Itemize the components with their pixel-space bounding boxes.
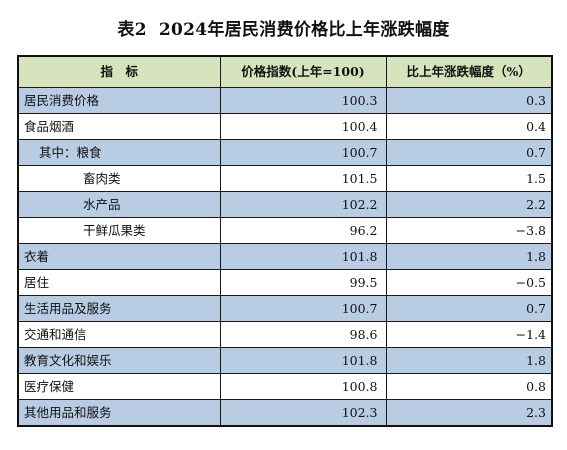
table-header-row: 指 标 价格指数(上年=100) 比上年涨跌幅度（%） (17, 55, 553, 88)
table-row: 医疗保健 100.8 0.8 (17, 373, 553, 400)
row-price-index: 96.2 (219, 217, 387, 244)
table-row: 交通和通信 98.6 −1.4 (17, 321, 553, 348)
row-indicator-name: 其他用品和服务 (17, 399, 221, 427)
table-row: 居住 99.5 −0.5 (17, 269, 553, 296)
row-price-index: 101.5 (219, 165, 387, 192)
row-change-rate: 0.4 (385, 113, 553, 140)
header-price-index: 价格指数(上年=100) (219, 55, 387, 88)
table-row: 其他用品和服务 102.3 2.3 (17, 399, 553, 427)
row-change-rate: −1.4 (385, 321, 553, 348)
table-row: 其中：粮食 100.7 0.7 (17, 139, 553, 166)
table-row: 教育文化和娱乐 101.8 1.8 (17, 347, 553, 374)
table-row: 食品烟酒 100.4 0.4 (17, 113, 553, 140)
row-indicator-name: 干鲜瓜果类 (17, 217, 221, 244)
row-change-rate: 1.8 (385, 347, 553, 374)
table-title-text: 2024年居民消费价格比上年涨跌幅度 (158, 20, 450, 40)
row-change-rate: 0.3 (385, 87, 553, 114)
table-row: 畜肉类 101.5 1.5 (17, 165, 553, 192)
row-indicator-name: 居民消费价格 (17, 87, 221, 114)
row-indicator-name: 交通和通信 (17, 321, 221, 348)
row-price-index: 102.3 (219, 399, 387, 427)
row-indicator-name: 水产品 (17, 191, 221, 218)
row-change-rate: 2.2 (385, 191, 553, 218)
row-price-index: 102.2 (219, 191, 387, 218)
row-price-index: 100.7 (219, 295, 387, 322)
table-row: 水产品 102.2 2.2 (17, 191, 553, 218)
row-indicator-name: 医疗保健 (17, 373, 221, 400)
table-row: 生活用品及服务 100.7 0.7 (17, 295, 553, 322)
table-number: 表2 (117, 20, 147, 40)
row-change-rate: 0.7 (385, 139, 553, 166)
table-row: 干鲜瓜果类 96.2 −3.8 (17, 217, 553, 244)
row-change-rate: 1.8 (385, 243, 553, 270)
row-indicator-name: 居住 (17, 269, 221, 296)
row-price-index: 101.8 (219, 347, 387, 374)
table-title: 表2 2024年居民消费价格比上年涨跌幅度 (0, 15, 567, 45)
row-indicator-name: 食品烟酒 (17, 113, 221, 140)
price-index-table: 指 标 价格指数(上年=100) 比上年涨跌幅度（%） 居民消费价格 100.3 0… (17, 55, 553, 427)
row-price-index: 100.4 (219, 113, 387, 140)
row-change-rate: 0.7 (385, 295, 553, 322)
row-price-index: 99.5 (219, 269, 387, 296)
row-indicator-name: 教育文化和娱乐 (17, 347, 221, 374)
row-indicator-name: 生活用品及服务 (17, 295, 221, 322)
table-row: 居民消费价格 100.3 0.3 (17, 87, 553, 114)
header-indicator: 指 标 (17, 55, 221, 88)
row-change-rate: −0.5 (385, 269, 553, 296)
header-change-rate: 比上年涨跌幅度（%） (385, 55, 553, 88)
table-row: 衣着 101.8 1.8 (17, 243, 553, 270)
table-body: 居民消费价格 100.3 0.3 食品烟酒 100.4 0.4 其中：粮食 100.7 0.7 畜… (17, 87, 553, 427)
row-price-index: 101.8 (219, 243, 387, 270)
row-indicator-name: 其中：粮食 (17, 139, 221, 166)
row-change-rate: 2.3 (385, 399, 553, 427)
row-indicator-name: 衣着 (17, 243, 221, 270)
row-price-index: 100.8 (219, 373, 387, 400)
row-change-rate: 1.5 (385, 165, 553, 192)
row-change-rate: 0.8 (385, 373, 553, 400)
row-price-index: 98.6 (219, 321, 387, 348)
row-price-index: 100.3 (219, 87, 387, 114)
row-change-rate: −3.8 (385, 217, 553, 244)
row-price-index: 100.7 (219, 139, 387, 166)
row-indicator-name: 畜肉类 (17, 165, 221, 192)
